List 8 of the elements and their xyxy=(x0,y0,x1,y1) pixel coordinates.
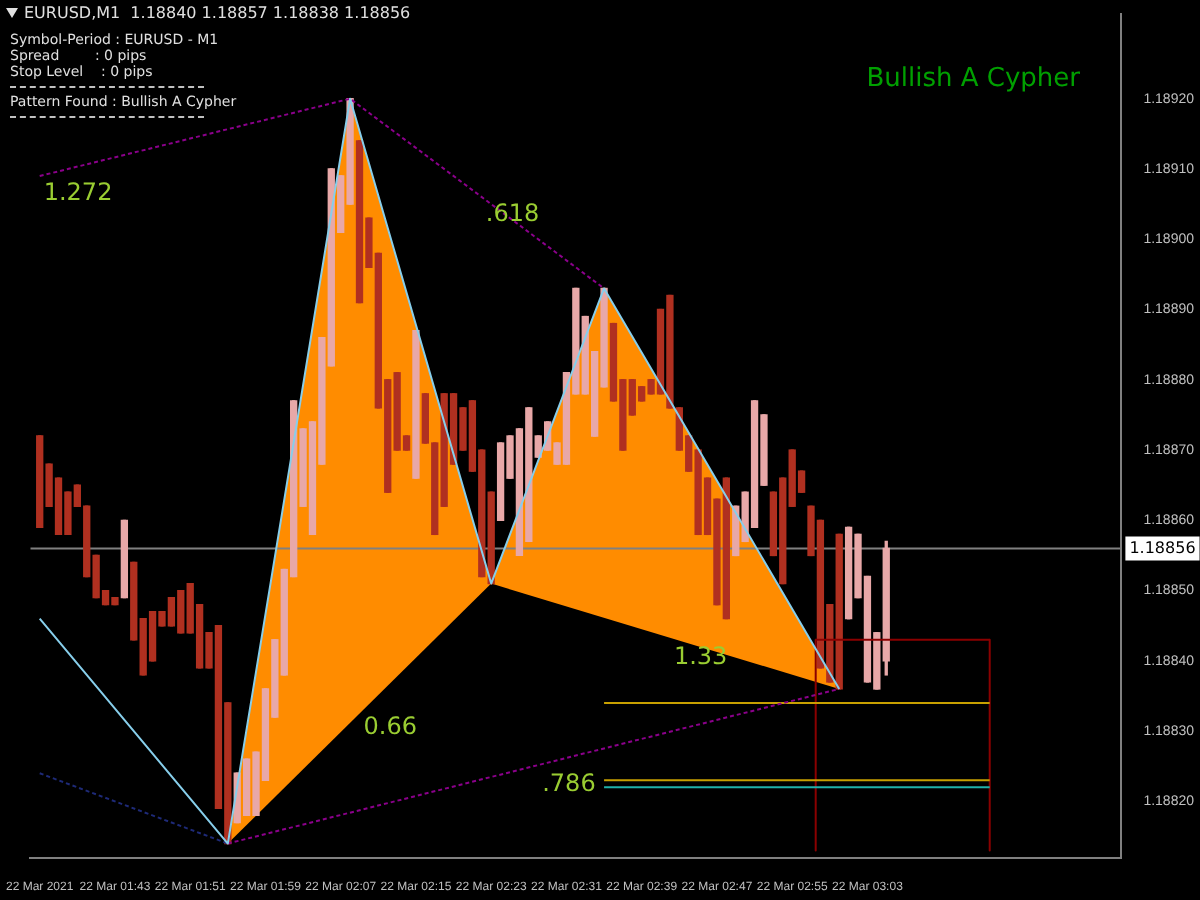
annotation: .618 xyxy=(485,199,540,228)
text: Bullish A Cypher xyxy=(866,64,1080,94)
annotation: .786 xyxy=(542,768,596,797)
chart-title: EURUSD,M1 1.18840 1.18857 1.18838 1.18856 xyxy=(24,4,411,22)
ref-line-label: 1.18856 xyxy=(1129,538,1196,557)
annotation: 0.66 xyxy=(363,712,417,741)
annotation: 1.33 xyxy=(673,642,728,671)
annotation: 1.272 xyxy=(43,178,113,207)
